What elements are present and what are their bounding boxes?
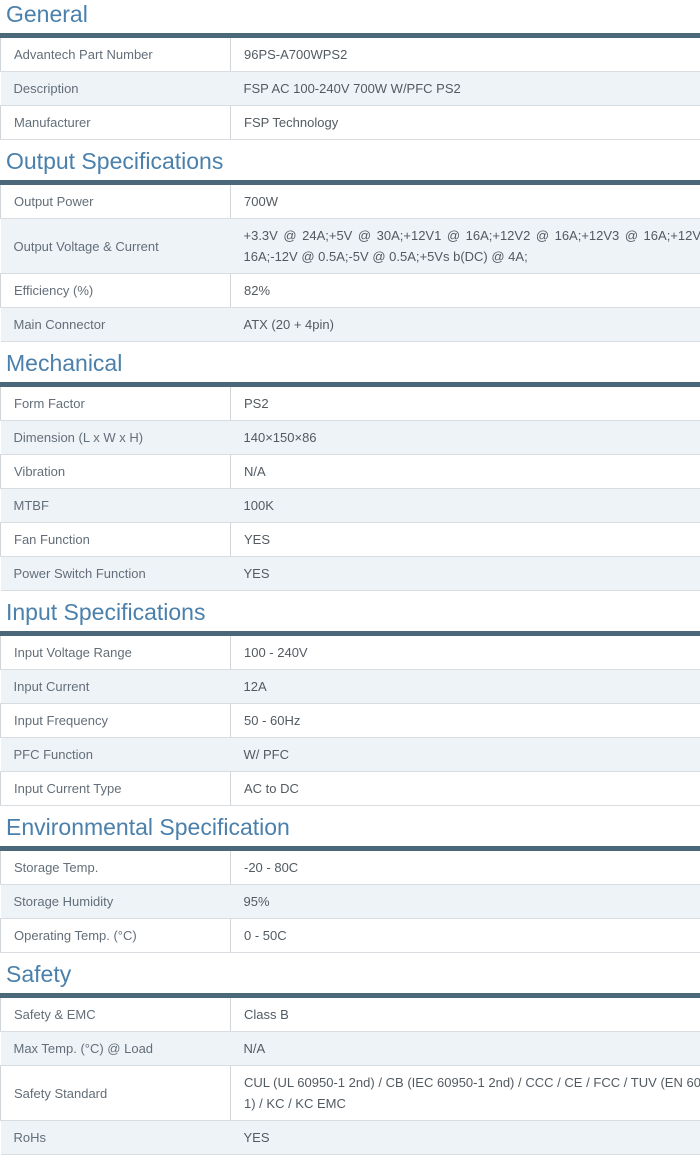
section-title: Mechanical (0, 350, 700, 377)
row-storage-temp: Storage Temp. -20 - 80C (1, 851, 700, 885)
spec-table-output: Output Power 700W Output Voltage & Curre… (0, 185, 700, 342)
row-manufacturer: Manufacturer FSP Technology (1, 106, 700, 140)
row-safety-emc: Safety & EMC Class B (1, 998, 700, 1032)
spec-label: Input Current Type (1, 772, 231, 806)
spec-value: 140×150×86 (231, 421, 700, 455)
spec-value: 82% (231, 274, 700, 308)
row-safety-standard: Safety Standard CUL (UL 60950-1 2nd) / C… (1, 1066, 700, 1121)
row-input-current: Input Current 12A (1, 670, 700, 704)
spec-value: N/A (231, 1032, 700, 1066)
spec-label: Output Power (1, 185, 231, 219)
row-description: Description FSP AC 100-240V 700W W/PFC P… (1, 72, 700, 106)
row-operating-temp: Operating Temp. (°C) 0 - 50C (1, 919, 700, 953)
spec-value: ATX (20 + 4pin) (231, 308, 700, 342)
spec-value: N/A (231, 455, 700, 489)
row-form-factor: Form Factor PS2 (1, 387, 700, 421)
spec-label: MTBF (1, 489, 231, 523)
spec-label: Input Current (1, 670, 231, 704)
section-input-specifications: Input Specifications Input Voltage Range… (0, 599, 700, 806)
spec-value: YES (231, 557, 700, 591)
row-power-switch-function: Power Switch Function YES (1, 557, 700, 591)
spec-table-mechanical: Form Factor PS2 Dimension (L x W x H) 14… (0, 387, 700, 591)
spec-table-environmental: Storage Temp. -20 - 80C Storage Humidity… (0, 851, 700, 953)
row-efficiency: Efficiency (%) 82% (1, 274, 700, 308)
spec-label: Form Factor (1, 387, 231, 421)
spec-value: 0 - 50C (231, 919, 700, 953)
spec-value: Class B (231, 998, 700, 1032)
spec-table-input: Input Voltage Range 100 - 240V Input Cur… (0, 636, 700, 806)
spec-label: Fan Function (1, 523, 231, 557)
section-title: Safety (0, 961, 700, 988)
spec-value: PS2 (231, 387, 700, 421)
row-advantech-part-number: Advantech Part Number 96PS-A700WPS2 (1, 38, 700, 72)
spec-label: Storage Temp. (1, 851, 231, 885)
spec-value: -20 - 80C (231, 851, 700, 885)
spec-label: Main Connector (1, 308, 231, 342)
spec-value: +3.3V @ 24A;+5V @ 30A;+12V1 @ 16A;+12V2 … (231, 219, 700, 274)
spec-table-general: Advantech Part Number 96PS-A700WPS2 Desc… (0, 38, 700, 140)
spec-value: W/ PFC (231, 738, 700, 772)
spec-label: Dimension (L x W x H) (1, 421, 231, 455)
section-environmental-specification: Environmental Specification Storage Temp… (0, 814, 700, 953)
spec-label: Operating Temp. (°C) (1, 919, 231, 953)
row-dimension: Dimension (L x W x H) 140×150×86 (1, 421, 700, 455)
spec-label: Power Switch Function (1, 557, 231, 591)
section-title: Environmental Specification (0, 814, 700, 841)
spec-value: 96PS-A700WPS2 (231, 38, 700, 72)
row-mtbf: MTBF 100K (1, 489, 700, 523)
section-mechanical: Mechanical Form Factor PS2 Dimension (L … (0, 350, 700, 591)
spec-value: FSP Technology (231, 106, 700, 140)
spec-label: PFC Function (1, 738, 231, 772)
spec-label: Description (1, 72, 231, 106)
section-safety: Safety Safety & EMC Class B Max Temp. (°… (0, 961, 700, 1155)
row-max-temp-load: Max Temp. (°C) @ Load N/A (1, 1032, 700, 1066)
row-pfc-function: PFC Function W/ PFC (1, 738, 700, 772)
section-general: General Advantech Part Number 96PS-A700W… (0, 1, 700, 140)
spec-label: Safety & EMC (1, 998, 231, 1032)
spec-label: Safety Standard (1, 1066, 231, 1121)
row-output-voltage-current: Output Voltage & Current +3.3V @ 24A;+5V… (1, 219, 700, 274)
spec-value: 50 - 60Hz (231, 704, 700, 738)
spec-value: YES (231, 1121, 700, 1155)
row-input-voltage-range: Input Voltage Range 100 - 240V (1, 636, 700, 670)
spec-label: Input Frequency (1, 704, 231, 738)
spec-value: AC to DC (231, 772, 700, 806)
section-output-specifications: Output Specifications Output Power 700W … (0, 148, 700, 342)
row-input-current-type: Input Current Type AC to DC (1, 772, 700, 806)
spec-table-safety: Safety & EMC Class B Max Temp. (°C) @ Lo… (0, 998, 700, 1155)
spec-label: Output Voltage & Current (1, 219, 231, 274)
row-rohs: RoHs YES (1, 1121, 700, 1155)
row-storage-humidity: Storage Humidity 95% (1, 885, 700, 919)
section-title: Output Specifications (0, 148, 700, 175)
row-vibration: Vibration N/A (1, 455, 700, 489)
spec-label: Input Voltage Range (1, 636, 231, 670)
spec-label: Manufacturer (1, 106, 231, 140)
spec-value: 700W (231, 185, 700, 219)
spec-label: Max Temp. (°C) @ Load (1, 1032, 231, 1066)
row-fan-function: Fan Function YES (1, 523, 700, 557)
spec-value: 12A (231, 670, 700, 704)
spec-label: Storage Humidity (1, 885, 231, 919)
spec-value: 95% (231, 885, 700, 919)
section-title: Input Specifications (0, 599, 700, 626)
spec-value: FSP AC 100-240V 700W W/PFC PS2 (231, 72, 700, 106)
spec-value: 100 - 240V (231, 636, 700, 670)
spec-label: Efficiency (%) (1, 274, 231, 308)
spec-value: 100K (231, 489, 700, 523)
row-main-connector: Main Connector ATX (20 + 4pin) (1, 308, 700, 342)
spec-label: Vibration (1, 455, 231, 489)
section-title: General (0, 1, 700, 28)
spec-value: CUL (UL 60950-1 2nd) / CB (IEC 60950-1 2… (231, 1066, 700, 1121)
row-output-power: Output Power 700W (1, 185, 700, 219)
spec-value: YES (231, 523, 700, 557)
spec-label: RoHs (1, 1121, 231, 1155)
spec-label: Advantech Part Number (1, 38, 231, 72)
row-input-frequency: Input Frequency 50 - 60Hz (1, 704, 700, 738)
